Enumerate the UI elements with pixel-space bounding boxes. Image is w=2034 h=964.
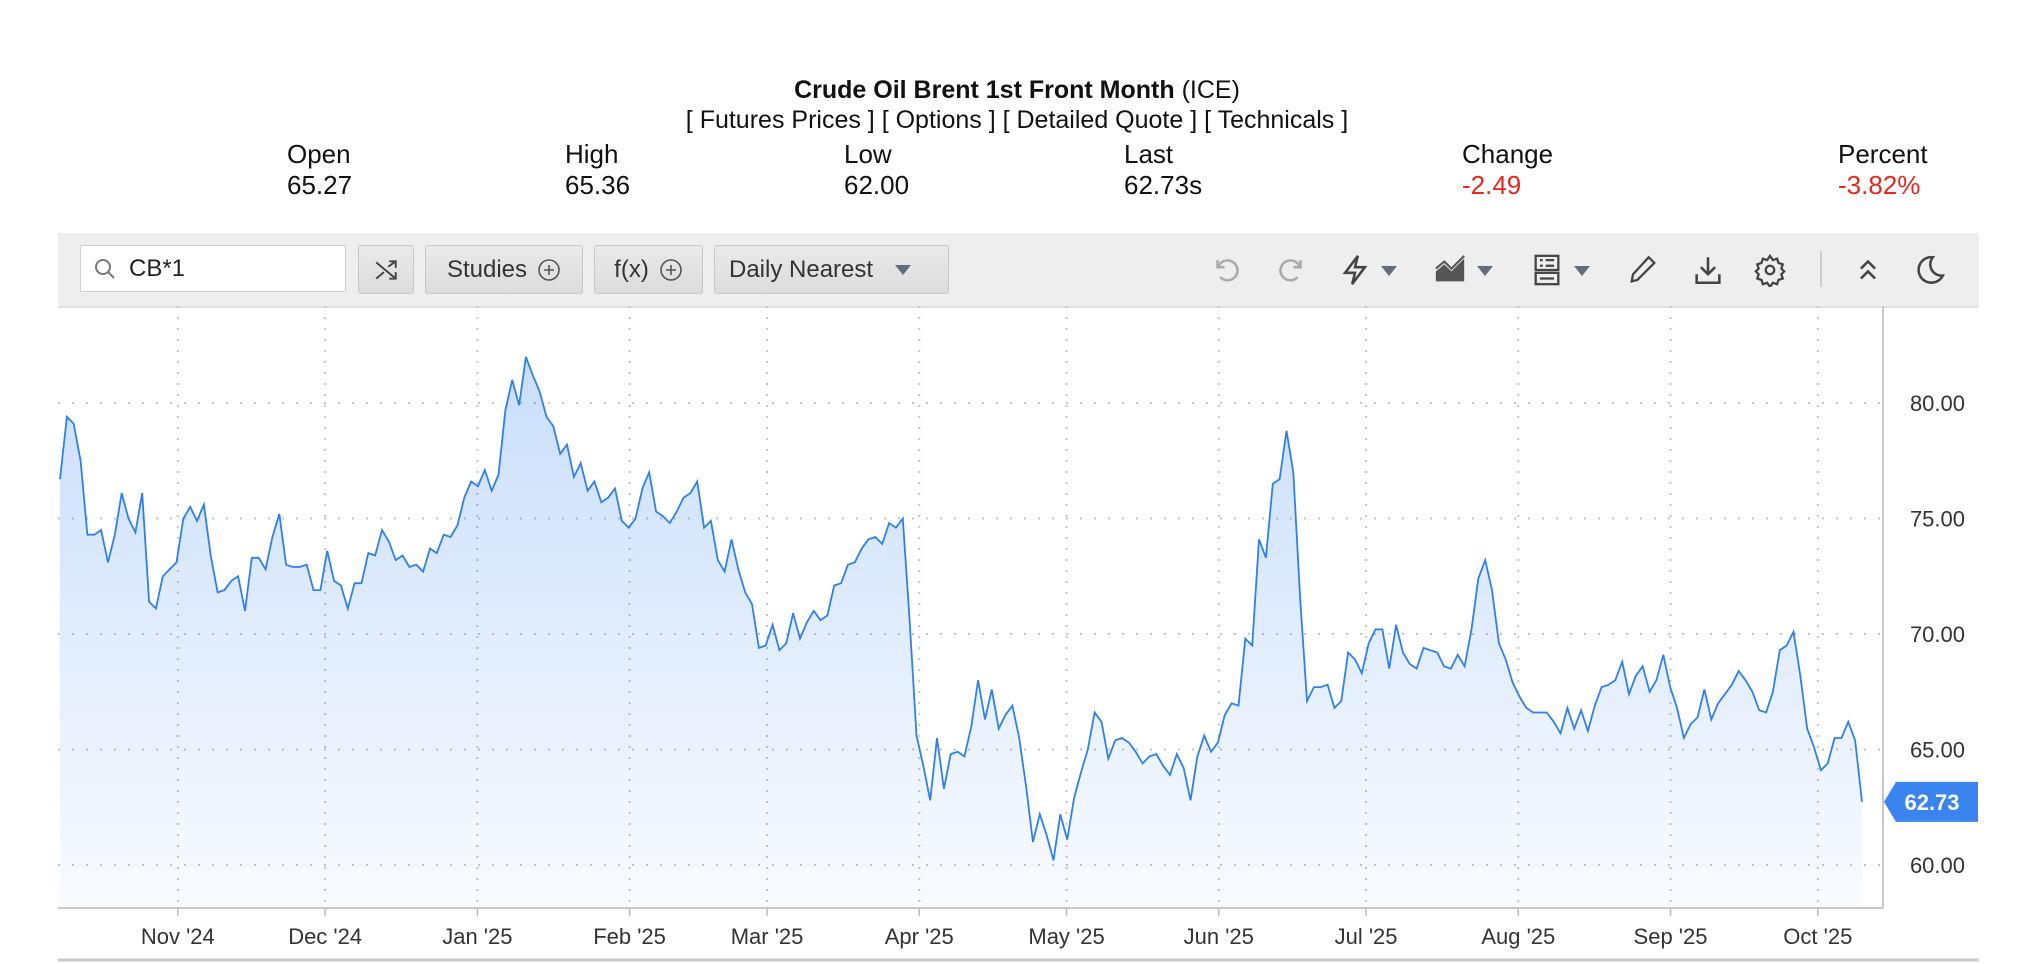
y-tick-label: 65.00: [1910, 738, 1965, 763]
caret-down-icon[interactable]: [1381, 266, 1397, 276]
x-tick-label: Dec '24: [288, 924, 362, 949]
link-options[interactable]: [ Options ]: [881, 106, 996, 134]
instrument-title: Crude Oil Brent 1st Front Month (ICE): [0, 76, 2034, 105]
quote-links: [ Futures Prices ] [ Options ] [ Detaile…: [0, 106, 2034, 135]
x-tick-label: Jul '25: [1335, 924, 1398, 949]
fx-button[interactable]: f(x): [594, 245, 703, 294]
search-icon: [95, 259, 115, 279]
caret-down-icon[interactable]: [1477, 266, 1493, 276]
redo-icon[interactable]: [1275, 253, 1309, 287]
stat-percent: Percent -3.82%: [1838, 139, 1928, 201]
stat-last: Last 62.73s: [1124, 139, 1202, 201]
list-icon[interactable]: [1530, 253, 1564, 287]
link-futures-prices[interactable]: [ Futures Prices ]: [685, 106, 875, 134]
stat-label: Percent: [1838, 139, 1928, 169]
undo-icon[interactable]: [1209, 253, 1243, 287]
stat-value: -2.49: [1462, 170, 1522, 200]
toolbar-divider: [1820, 251, 1822, 287]
instrument-name: Crude Oil Brent 1st Front Month: [794, 76, 1175, 104]
x-tick-label: Jun '25: [1184, 924, 1254, 949]
stat-value: -3.82%: [1838, 170, 1921, 200]
stat-value: 62.73s: [1124, 170, 1203, 200]
exchange-label: (ICE): [1181, 76, 1240, 104]
caret-down-icon[interactable]: [1574, 266, 1590, 276]
symbol-input[interactable]: [127, 254, 331, 284]
y-tick-label: 60.00: [1910, 853, 1965, 878]
download-icon[interactable]: [1691, 253, 1725, 287]
last-price-tag: [1884, 781, 1978, 822]
x-tick-label: May '25: [1028, 924, 1104, 949]
area-chart-icon[interactable]: [1433, 253, 1467, 287]
x-tick-label: Mar '25: [731, 924, 804, 949]
stat-value: 65.27: [287, 170, 353, 200]
stat-label: High: [565, 139, 619, 169]
link-detailed-quote[interactable]: [ Detailed Quote ]: [1002, 106, 1198, 134]
caret-down-icon: [895, 264, 912, 275]
price-area: [60, 356, 1862, 908]
stat-high: High 65.36: [565, 139, 630, 201]
plus-circle-icon: [538, 258, 560, 281]
stat-change: Change -2.49: [1462, 139, 1553, 201]
stat-value: 62.00: [844, 170, 910, 200]
x-tick-label: Aug '25: [1481, 924, 1555, 949]
x-tick-label: Oct '25: [1783, 924, 1852, 949]
y-tick-label: 80.00: [1910, 391, 1965, 416]
period-label: Daily Nearest: [729, 255, 874, 283]
x-tick-label: Sep '25: [1634, 924, 1708, 949]
y-tick-label: 70.00: [1910, 622, 1965, 647]
x-tick-label: Nov '24: [141, 924, 215, 949]
fx-label: f(x): [614, 255, 649, 283]
plus-circle-icon: [660, 258, 682, 281]
stat-open: Open 65.27: [287, 139, 352, 201]
stat-label: Open: [287, 139, 351, 169]
gear-icon[interactable]: [1753, 253, 1787, 287]
price-line: [59, 356, 1863, 861]
studies-label: Studies: [446, 255, 528, 283]
pencil-icon[interactable]: [1626, 253, 1660, 287]
stat-low: Low 62.00: [844, 139, 909, 201]
axes: 60.00 65.00 70.00 75.00 80.00 Nov '24 Dec '24 J…: [58, 306, 1979, 962]
shuffle-button[interactable]: [358, 245, 414, 294]
chart-toolbar: Studies f(x) Daily Nearest: [58, 233, 1979, 308]
moon-icon[interactable]: [1913, 253, 1947, 287]
stat-label: Change: [1462, 139, 1554, 169]
chevron-up-double-icon[interactable]: [1851, 253, 1885, 287]
period-dropdown[interactable]: Daily Nearest: [714, 245, 949, 294]
stat-label: Last: [1124, 139, 1174, 169]
x-tick-label: Apr '25: [885, 924, 954, 949]
last-price-label: 62.73: [1904, 790, 1959, 815]
stat-value: 65.36: [565, 170, 631, 200]
link-technicals[interactable]: [ Technicals ]: [1204, 106, 1349, 134]
grid: [58, 306, 1883, 908]
shuffle-icon: [375, 259, 397, 280]
lightning-icon[interactable]: [1338, 253, 1372, 287]
x-tick-label: Feb '25: [593, 924, 666, 949]
stat-label: Low: [844, 139, 892, 169]
symbol-search[interactable]: [80, 245, 346, 292]
studies-button[interactable]: Studies: [425, 245, 583, 294]
y-tick-label: 75.00: [1910, 507, 1965, 532]
x-tick-label: Jan '25: [442, 924, 512, 949]
